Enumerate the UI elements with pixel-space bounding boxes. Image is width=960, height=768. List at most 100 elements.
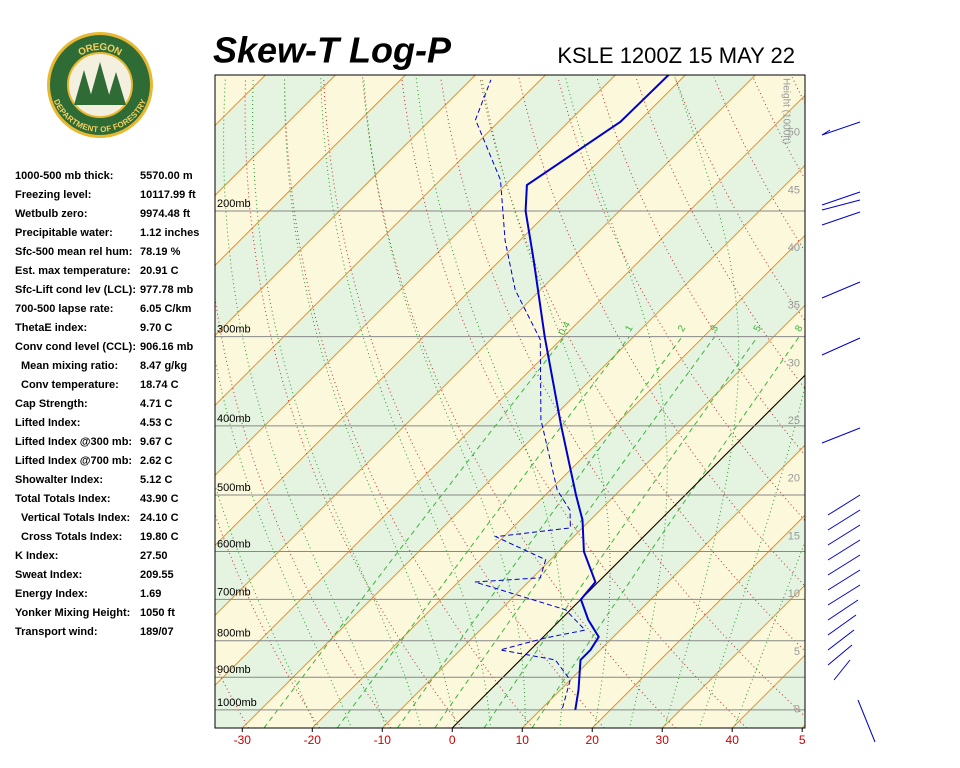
stat-label: Precipitable water:: [15, 227, 113, 239]
x-tick-label: 20: [586, 733, 600, 747]
moist-adiabat: [699, 384, 805, 726]
isotherm-band: [215, 95, 805, 728]
stat-value: 24.10 C: [140, 512, 179, 524]
mixing-ratio-line: [483, 336, 759, 728]
isotherm: [215, 75, 476, 337]
x-tick-label: 5: [799, 733, 806, 747]
dewpoint-line: [474, 79, 587, 709]
isotherm: [215, 75, 406, 267]
pressure-label: 800mb: [217, 628, 251, 640]
isotherm: [591, 514, 805, 728]
x-tick-label: 30: [656, 733, 670, 747]
zero-isotherm: [451, 374, 805, 728]
stats-table: 1000-500 mb thick: 5570.00 m Freezing leve…: [15, 170, 199, 638]
stat-value: 9.67 C: [140, 436, 172, 448]
stat-label: Total Totals Index:: [15, 493, 111, 505]
height-tick-label: 15: [788, 530, 800, 542]
stat-label: Energy Index:: [15, 588, 88, 600]
isotherm: [521, 444, 805, 728]
stat-value: 8.47 g/kg: [140, 360, 187, 372]
stat-label: Lifted Index @700 mb:: [15, 455, 132, 467]
stat-label: Conv temperature:: [21, 379, 119, 391]
height-tick-label: 35: [788, 300, 800, 312]
plot-background: [215, 75, 960, 728]
dry-adiabat: [909, 77, 960, 728]
stat-value: 906.16 mb: [140, 341, 193, 353]
x-tick-label: 10: [516, 733, 530, 747]
chart-title: Skew-T Log-P: [213, 30, 452, 71]
height-tick-label: 20: [788, 473, 800, 485]
logo: OREGON DEPARTMENT OF FORESTRY: [47, 32, 153, 138]
pressure-label: 200mb: [217, 198, 251, 210]
wind-barb: [827, 494, 876, 743]
pressure-label: 900mb: [217, 664, 251, 676]
stat-label: ThetaE index:: [15, 322, 87, 334]
isotherm-band: [802, 725, 805, 728]
stat-value: 1.69: [140, 588, 161, 600]
x-tick-label: -20: [304, 733, 322, 747]
pressure-label: 300mb: [217, 324, 251, 336]
logo-trees: [74, 62, 126, 105]
stat-value: 189/07: [140, 626, 174, 638]
mixing-ratio-label: 3: [709, 323, 722, 334]
dry-adiabat: [401, 77, 747, 728]
mixing-ratio-line: [434, 336, 716, 728]
x-tick-label: -10: [374, 733, 392, 747]
moist-adiabat: [223, 77, 386, 726]
pressure-label: 400mb: [217, 413, 251, 425]
height-tick-label: 30: [788, 357, 800, 369]
stat-value: 9974.48 ft: [140, 208, 190, 220]
mixing-ratio-line: [531, 336, 800, 728]
mixing-ratio-label: 1: [623, 323, 636, 334]
stat-label: Wetbulb zero:: [15, 208, 88, 220]
dry-adiabat: [323, 77, 605, 728]
stat-value: 2.62 C: [140, 455, 172, 467]
pressure-label: 700mb: [217, 586, 251, 598]
dry-adiabat: [870, 77, 960, 728]
mixing-ratio-line: [396, 336, 683, 728]
stat-value: 1050 ft: [140, 607, 175, 619]
pressure-label: 600mb: [217, 538, 251, 550]
isotherm: [801, 724, 805, 728]
height-tick-label: 40: [788, 242, 800, 254]
isotherm: [215, 94, 805, 687]
mixing-ratio-label: 5: [752, 323, 765, 334]
stat-label: Sfc-Lift cond lev (LCL):: [15, 284, 136, 296]
height-axis-label: Height (1000ft): [780, 78, 791, 144]
stat-value: 27.50: [140, 550, 168, 562]
stat-value: 78.19 %: [140, 246, 181, 258]
height-tick-label: 25: [788, 415, 800, 427]
isotherm: [872, 75, 960, 728]
stat-value: 10117.99 ft: [140, 189, 196, 201]
mixing-ratio-line: [336, 336, 630, 728]
stat-label: K Index:: [15, 550, 58, 562]
x-tick-label: -30: [234, 733, 252, 747]
stat-value: 5.12 C: [140, 474, 172, 486]
isotherm: [661, 584, 805, 728]
stat-value: 4.71 C: [140, 398, 172, 410]
stat-label: Cap Strength:: [15, 398, 88, 410]
moist-adiabat: [415, 77, 565, 726]
temperature-line: [524, 75, 670, 711]
stat-value: 977.78 mb: [140, 284, 193, 296]
height-tick-label: 0: [794, 703, 800, 715]
dry-adiabat: [831, 77, 960, 728]
logo-top-text: OREGON: [76, 41, 123, 58]
stat-label: Sfc-500 mean rel hum:: [15, 246, 132, 258]
stat-label: Lifted Index @300 mb:: [15, 436, 132, 448]
isotherm: [241, 164, 805, 728]
height-tick-label: 45: [788, 184, 800, 196]
plot: 0.4 1 2 3 5 8200mb300mb400mb500mb600mb700mb80…: [215, 75, 805, 711]
mixing-ratio-label: 2: [676, 323, 689, 334]
isotherm-band: [872, 75, 960, 728]
stat-label: Freezing level:: [15, 189, 91, 201]
height-tick-label: 50: [788, 127, 800, 139]
stat-label: Vertical Totals Index:: [21, 512, 130, 524]
stat-value: 1.12 inches: [140, 227, 199, 239]
height-tick-label: 10: [788, 588, 800, 600]
stat-label: 700-500 lapse rate:: [15, 303, 113, 315]
height-tick-label: 5: [794, 646, 800, 658]
dry-adiabat: [518, 77, 805, 587]
mixing-ratio-line: [263, 336, 566, 728]
stat-label: Est. max temperature:: [15, 265, 131, 277]
